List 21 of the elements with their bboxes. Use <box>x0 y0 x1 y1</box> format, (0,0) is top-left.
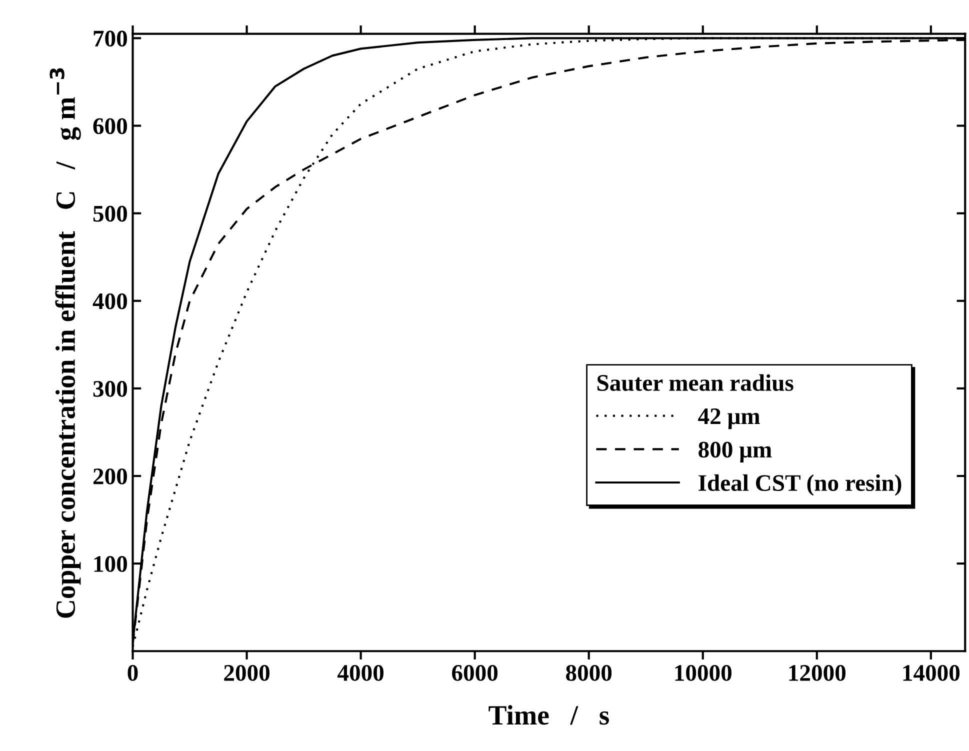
y-tick-label: 100 <box>94 556 127 572</box>
x-tick-label: 6000 <box>452 664 498 681</box>
y-tick-label: 200 <box>93 468 127 484</box>
legend-label: 42 μm <box>698 408 760 430</box>
y-tick-label: 700 <box>94 30 127 47</box>
legend-label: Ideal CST (no resin) <box>698 474 902 496</box>
x-tick-label: 0 <box>128 664 138 681</box>
x-tick-label: 2000 <box>224 664 270 681</box>
x-axis-title: Time / s <box>488 705 609 725</box>
x-tick-label: 4000 <box>338 664 384 681</box>
y-tick-label: 400 <box>92 293 127 310</box>
y-tick-label: 300 <box>93 380 127 397</box>
y-tick-label: 600 <box>93 118 127 134</box>
y-tick-label: 500 <box>93 206 127 222</box>
x-tick-label: 10000 <box>675 664 732 681</box>
x-tick-label: 14000 <box>903 664 960 681</box>
legend-title: Sauter mean radius <box>598 374 794 391</box>
y-axis-title: Copper concentration in effluent C / g m$^{−3}$ <box>50 68 81 618</box>
x-tick-label: 12000 <box>789 664 846 681</box>
x-tick-label: 8000 <box>566 664 612 681</box>
legend-label: 800 μm <box>698 442 772 462</box>
